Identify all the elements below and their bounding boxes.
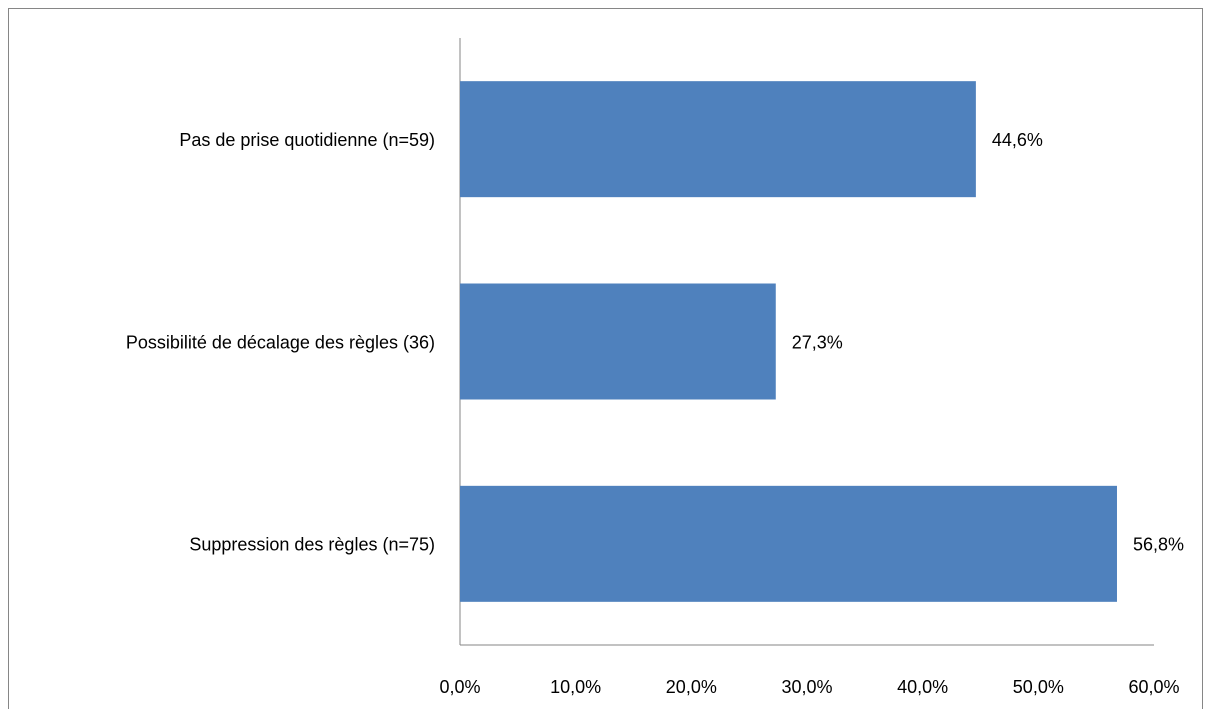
bar <box>460 485 1117 602</box>
y-tick-label: Pas de prise quotidienne (n=59) <box>179 130 435 150</box>
bar <box>460 81 976 198</box>
bar <box>460 283 776 400</box>
y-tick-label: Possibilité de décalage des règles (36) <box>126 332 435 352</box>
y-tick-label: Suppression des règles (n=75) <box>189 535 435 555</box>
x-tick-label: 20,0% <box>666 677 717 697</box>
value-label: 56,8% <box>1133 535 1184 555</box>
x-tick-label: 60,0% <box>1128 677 1179 697</box>
value-label: 44,6% <box>992 130 1043 150</box>
x-tick-label: 10,0% <box>550 677 601 697</box>
x-tick-label: 50,0% <box>1013 677 1064 697</box>
x-tick-label: 30,0% <box>781 677 832 697</box>
value-label: 27,3% <box>792 332 843 352</box>
x-tick-label: 0,0% <box>439 677 480 697</box>
x-tick-label: 40,0% <box>897 677 948 697</box>
